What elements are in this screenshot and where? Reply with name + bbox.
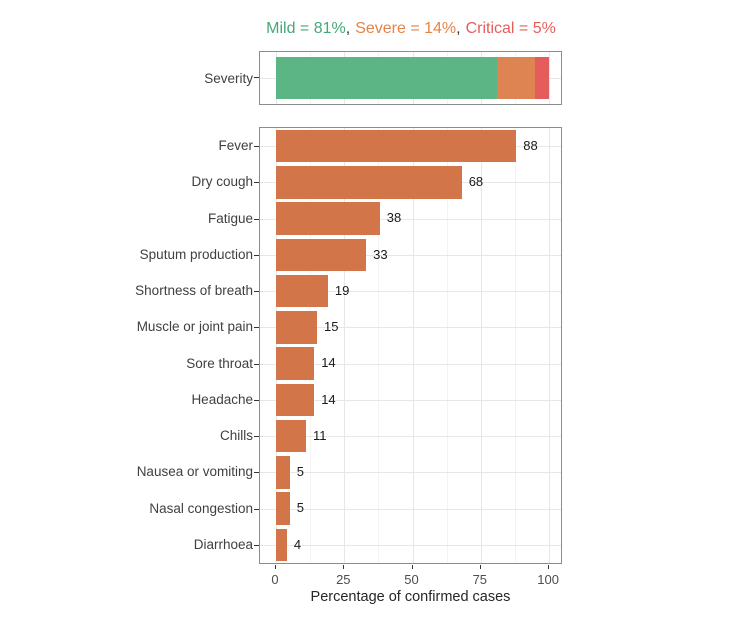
- y-axis-tick: [254, 399, 259, 401]
- title-segment-critical: Critical = 5%: [465, 20, 556, 37]
- y-axis-label-nausea-or-vomiting: Nausea or vomiting: [136, 464, 253, 480]
- bar-sputum-production: [276, 238, 367, 272]
- symptoms-y-axis-labels: Fever Dry cough Fatigue Sputum production Sh…: [55, 128, 253, 563]
- title-separator: ,: [456, 20, 461, 37]
- y-axis-tick: [254, 544, 259, 546]
- bar-nausea-or-vomiting: [276, 456, 290, 489]
- horizontal-gridline: [260, 254, 561, 256]
- y-axis-tick: [254, 472, 259, 474]
- x-axis-tick: [275, 565, 276, 569]
- horizontal-gridline: [260, 363, 561, 365]
- y-axis-label-sputum-production: Sputum production: [139, 246, 253, 262]
- y-axis-label-shortness-of-breath: Shortness of breath: [135, 283, 253, 298]
- minor-gridline: [446, 128, 448, 563]
- bar-chills: [276, 419, 306, 453]
- severity-axis-tick: [254, 77, 259, 78]
- x-axis-tick-label: 25: [336, 572, 351, 587]
- horizontal-gridline: [260, 399, 561, 401]
- bar-value-label-muscle-or-joint-pain: 15: [324, 319, 339, 335]
- y-axis-label-fatigue: Fatigue: [207, 210, 253, 226]
- x-axis-tick-label: 0: [271, 572, 279, 587]
- severity-segment-critical: [535, 57, 550, 99]
- bar-fatigue: [276, 202, 380, 235]
- y-axis-label-fever: Fever: [218, 138, 253, 153]
- x-axis-tick: [343, 565, 345, 569]
- horizontal-gridline: [260, 327, 561, 329]
- bar-value-label-dry-cough: 68: [468, 174, 484, 190]
- x-axis-tick-label: 50: [404, 572, 419, 587]
- y-axis-label-nasal-congestion: Nasal congestion: [149, 500, 253, 516]
- bar-value-label-sore-throat: 14: [321, 355, 336, 371]
- title-segment-severe: Severe = 14%: [355, 20, 457, 37]
- horizontal-gridline: [260, 436, 561, 438]
- major-gridline: [344, 128, 346, 563]
- severity-axis-label: Severity: [204, 70, 253, 86]
- minor-gridline: [378, 128, 380, 563]
- bar-value-label-fever: 88: [523, 137, 538, 153]
- bar-value-label-sputum-production: 33: [373, 246, 388, 262]
- horizontal-gridline: [260, 544, 561, 546]
- bar-fever: [276, 129, 517, 163]
- bar-shortness-of-breath: [276, 274, 328, 308]
- severity-panel: [259, 51, 562, 105]
- x-axis-tick: [411, 565, 413, 569]
- major-gridline: [412, 128, 414, 563]
- x-axis-tick-label: 100: [537, 572, 559, 587]
- bar-value-label-headache: 14: [321, 391, 336, 407]
- horizontal-gridline: [260, 472, 561, 474]
- y-axis-label-muscle-or-joint-pain: Muscle or joint pain: [136, 319, 253, 335]
- bar-value-label-fatigue: 38: [386, 210, 402, 226]
- major-gridline: [549, 128, 551, 563]
- severity-segment-severe: [497, 57, 536, 99]
- minor-gridline: [310, 128, 312, 563]
- y-axis-label-diarrhoea: Diarrhoea: [193, 536, 253, 552]
- x-axis-tick: [548, 565, 550, 569]
- bar-value-label-chills: 11: [313, 427, 327, 443]
- x-axis: 0 25 50 75 100: [259, 565, 562, 595]
- bar-headache: [276, 383, 315, 417]
- y-axis-label-sore-throat: Sore throat: [186, 355, 253, 371]
- y-axis-label-headache: Headache: [191, 391, 253, 407]
- y-axis-tick: [254, 254, 259, 256]
- bar-muscle-or-joint-pain: [276, 311, 317, 344]
- horizontal-gridline: [260, 291, 561, 293]
- major-gridline: [480, 128, 482, 563]
- bar-value-label-diarrhoea: 4: [293, 536, 302, 552]
- y-axis-tick: [254, 291, 259, 293]
- severity-segment-mild: [276, 57, 498, 99]
- x-axis-tick-label: 75: [472, 572, 488, 587]
- major-gridline: [276, 128, 277, 563]
- horizontal-gridline: [260, 218, 561, 220]
- bar-dry-cough: [276, 166, 462, 199]
- bar-diarrhoea: [276, 528, 287, 562]
- bar-sore-throat: [276, 347, 315, 380]
- bar-value-label-shortness-of-breath: 19: [334, 282, 350, 298]
- y-axis-label-chills: Chills: [219, 428, 253, 443]
- bar-value-label-nausea-or-vomiting: 5: [296, 464, 304, 480]
- y-axis-label-dry-cough: Dry cough: [191, 174, 253, 190]
- chart-title: Mild = 81%, Severe = 14%, Critical = 5%: [226, 20, 596, 38]
- y-axis-tick: [254, 327, 259, 329]
- y-axis-tick: [254, 182, 259, 184]
- bar-value-label-nasal-congestion: 5: [296, 500, 304, 516]
- y-axis-tick: [254, 436, 259, 438]
- x-axis-title: Percentage of confirmed cases: [310, 589, 511, 605]
- y-axis-tick: [254, 508, 259, 510]
- horizontal-gridline: [260, 508, 561, 510]
- x-axis-tick: [479, 565, 481, 569]
- y-axis-tick: [254, 218, 259, 220]
- y-axis-tick: [254, 146, 259, 148]
- minor-gridline: [514, 128, 516, 563]
- title-segment-mild: Mild = 81%: [266, 20, 346, 37]
- bar-nasal-congestion: [276, 492, 290, 525]
- symptoms-panel: 88 68 38 33 19 15 14 14 11 5 5 4: [259, 127, 562, 564]
- y-axis-tick: [254, 363, 259, 365]
- title-separator: ,: [345, 20, 351, 37]
